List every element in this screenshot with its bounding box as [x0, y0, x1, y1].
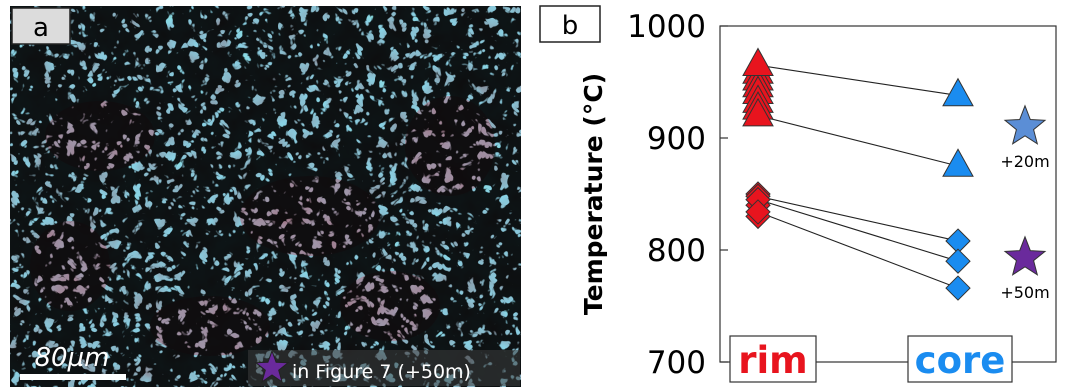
star-icon	[1005, 106, 1045, 144]
pair-connector	[758, 196, 958, 241]
chart-svg: b Temperature (°C) 700 800 900 1000 +20m +50…	[530, 0, 1074, 387]
micrograph-panel: a 80µm in Figure 7 (+50m)	[10, 6, 521, 387]
category-label-core: core	[915, 339, 1006, 382]
pair-connector	[758, 116, 958, 166]
connector-lines	[758, 65, 958, 288]
core-point	[946, 276, 970, 300]
chart-panel: b Temperature (°C) 700 800 900 1000 +20m +50…	[530, 0, 1074, 387]
y-tick-label: 1000	[627, 9, 706, 45]
star-caption: in Figure 7 (+50m)	[292, 361, 471, 383]
core-point	[943, 149, 973, 176]
category-label-rim: rim	[738, 339, 807, 382]
reference-stars: +20m +50m	[1000, 106, 1049, 302]
star-label: +50m	[1000, 283, 1049, 302]
pair-connector	[758, 212, 958, 288]
scale-bar	[20, 374, 126, 380]
panel-label-b: b	[562, 11, 579, 41]
y-axis: 700 800 900 1000	[627, 9, 728, 381]
core-point	[946, 249, 970, 273]
category-labels: rim core	[730, 336, 1012, 382]
pair-connector	[758, 200, 958, 262]
y-tick-label: 900	[647, 121, 706, 157]
star-icon	[1005, 237, 1045, 275]
data-markers	[743, 48, 973, 300]
rim-point	[743, 48, 773, 75]
pair-connector	[758, 65, 958, 95]
y-tick-label: 800	[647, 233, 706, 269]
y-axis-label: Temperature (°C)	[579, 73, 608, 315]
y-tick-label: 700	[647, 345, 706, 381]
micrograph-image: a 80µm in Figure 7 (+50m)	[10, 6, 521, 387]
star-label: +20m	[1000, 152, 1049, 171]
scale-bar-label: 80µm	[35, 343, 110, 373]
core-point	[943, 79, 973, 106]
panel-label-a: a	[33, 13, 49, 43]
